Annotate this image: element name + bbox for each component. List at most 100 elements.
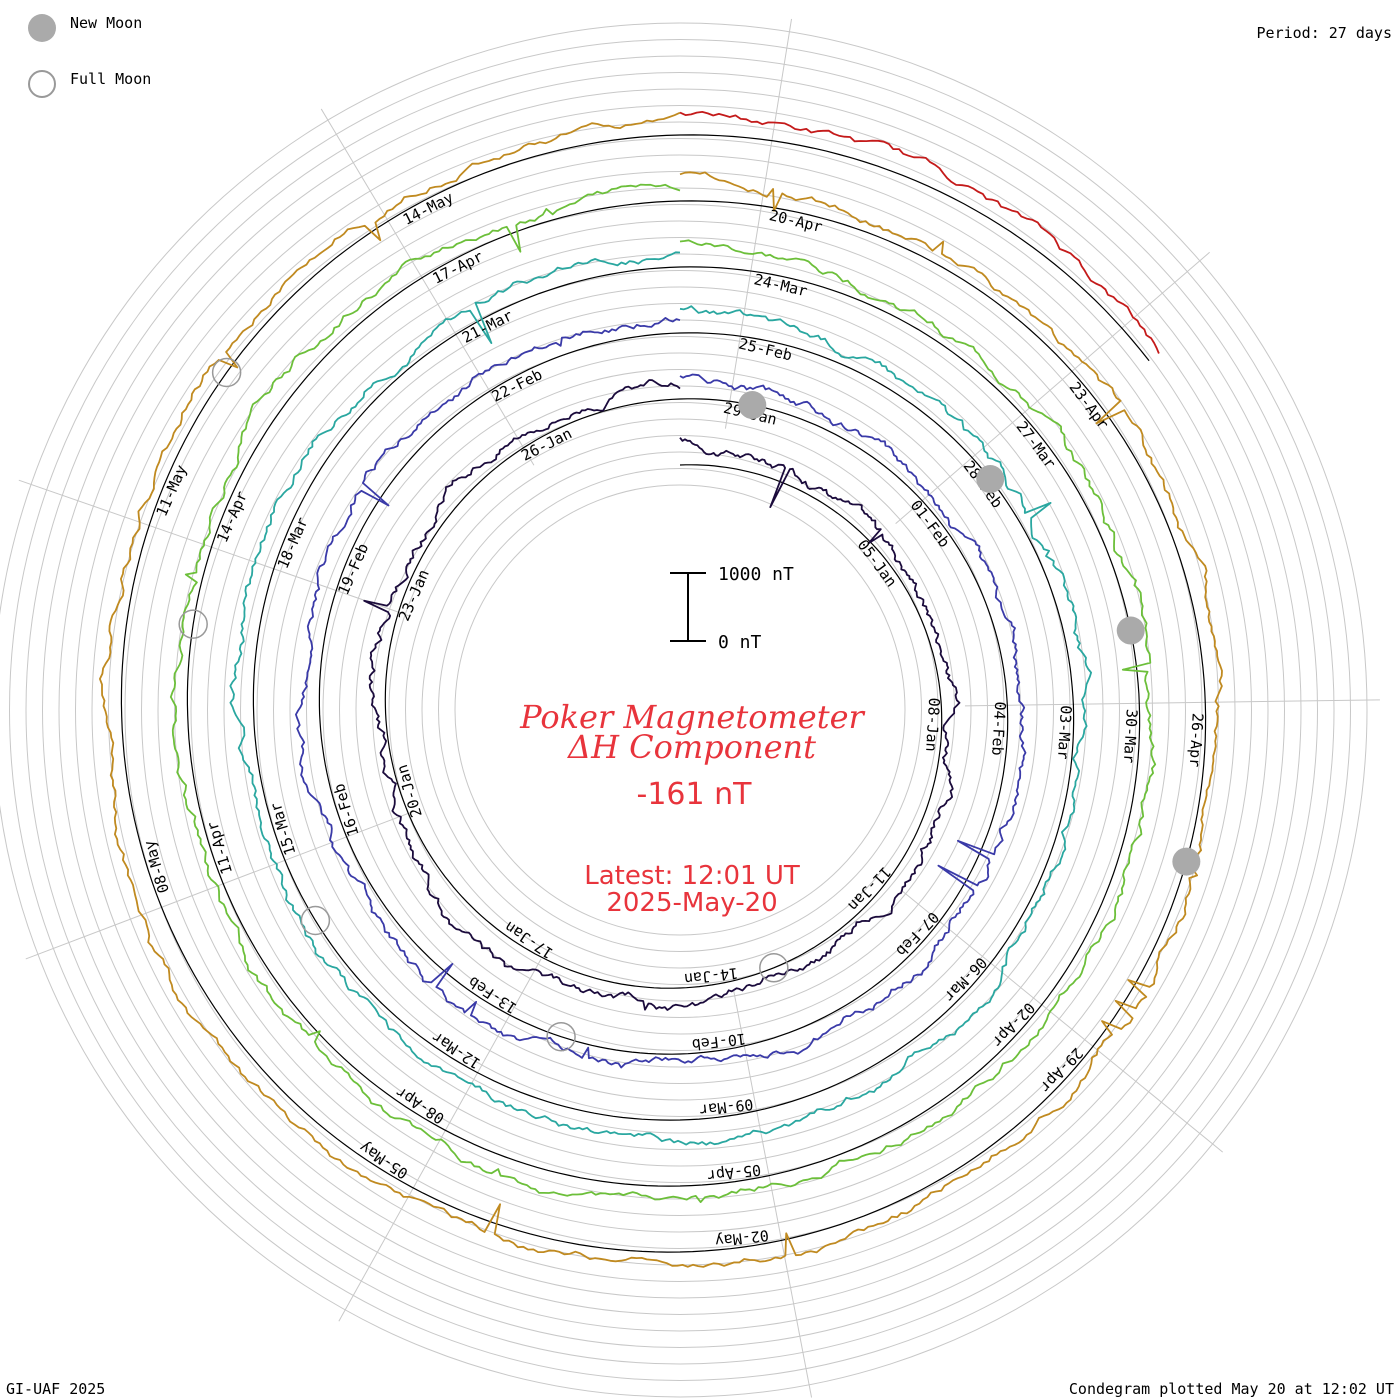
cycle-baseline bbox=[318, 332, 1009, 1055]
latest-time: Latest: 12:01 UT bbox=[584, 861, 800, 891]
date-label: 01-Feb bbox=[907, 497, 954, 551]
grid-ring bbox=[223, 253, 1137, 1167]
date-label: 20-Jan bbox=[393, 762, 426, 819]
full-moon-marker bbox=[546, 1021, 576, 1052]
current-value: -161 nT bbox=[637, 777, 753, 812]
series-line-cycle-4 bbox=[169, 183, 1157, 1203]
date-label: 15-Mar bbox=[267, 800, 300, 857]
scale-bottom-label: 0 nT bbox=[718, 632, 762, 653]
full-moon-marker bbox=[759, 953, 789, 983]
grid-ring bbox=[174, 204, 1186, 1216]
scale-bar: 1000 nT 0 nT bbox=[670, 564, 794, 653]
date-label: 23-Apr bbox=[1066, 378, 1113, 432]
date-label: 07-Feb bbox=[892, 908, 942, 960]
date-label: 25-Feb bbox=[737, 335, 794, 365]
radial-tick bbox=[18, 479, 411, 617]
chart-title: Poker Magnetometer bbox=[519, 698, 865, 736]
series-line-cycle-2 bbox=[295, 317, 1027, 1069]
radial-tick bbox=[320, 108, 535, 466]
grid-ring bbox=[75, 105, 1285, 1315]
full-moon-marker bbox=[300, 905, 331, 936]
full-moon-legend-label: Full Moon bbox=[70, 70, 152, 88]
date-label: 17-Apr bbox=[430, 247, 486, 287]
series-line-cycle-5 bbox=[99, 111, 1223, 1268]
grid-ring bbox=[306, 336, 1054, 1084]
cycle-baselines bbox=[120, 134, 1207, 1253]
date-label: 14-May bbox=[400, 188, 456, 228]
new-moon-legend-icon bbox=[28, 14, 56, 42]
date-label: 03-Mar bbox=[1054, 705, 1075, 760]
series-traces bbox=[99, 111, 1223, 1268]
cycle-baseline bbox=[679, 134, 1150, 362]
radial-tick bbox=[733, 989, 813, 1398]
date-label: 16-Feb bbox=[330, 781, 363, 838]
cycle-baseline bbox=[384, 398, 943, 989]
date-label: 23-Jan bbox=[395, 567, 433, 624]
chart-subtitle: ΔH Component bbox=[566, 728, 816, 766]
grid-ring bbox=[190, 220, 1170, 1200]
grid-ring bbox=[0, 22, 1368, 1398]
grid-ring bbox=[25, 55, 1335, 1365]
series-line-cycle-6 bbox=[679, 111, 1160, 354]
grid-ring bbox=[339, 369, 1021, 1051]
date-label: 08-Jan bbox=[922, 697, 943, 752]
grid-ring bbox=[438, 468, 922, 952]
date-label: 21-Mar bbox=[459, 306, 515, 346]
date-label: 22-Feb bbox=[489, 365, 545, 405]
date-label: 20-Apr bbox=[767, 206, 824, 236]
grid-ring bbox=[9, 39, 1351, 1381]
date-label: 02-May bbox=[714, 1226, 770, 1250]
date-label: 18-Mar bbox=[274, 514, 312, 571]
date-label: 30-Mar bbox=[1120, 709, 1141, 764]
date-label: 19-Feb bbox=[334, 541, 372, 598]
new-moon-legend-label: New Moon bbox=[70, 14, 143, 32]
full-moon-marker bbox=[178, 609, 208, 639]
series-line-cycle-1 bbox=[363, 379, 961, 1011]
date-label: 08-May bbox=[140, 838, 173, 895]
footer-plot-time: Condegram plotted May 20 at 12:02 UT bbox=[1068, 1380, 1394, 1398]
radial-tick bbox=[25, 810, 414, 960]
grid-ring bbox=[108, 138, 1252, 1282]
scale-top-label: 1000 nT bbox=[718, 564, 794, 585]
new-moon-marker bbox=[1116, 616, 1145, 645]
grid-ring bbox=[421, 451, 939, 969]
grid-ring bbox=[58, 88, 1302, 1332]
series-line-cycle-3 bbox=[229, 251, 1092, 1146]
grid-ring bbox=[157, 187, 1203, 1233]
full-moon-marker bbox=[211, 357, 242, 388]
latest-date: 2025-May-20 bbox=[606, 888, 777, 918]
cycle-baseline bbox=[186, 200, 1141, 1187]
grid-ring bbox=[141, 171, 1219, 1249]
full-moon-legend-icon bbox=[28, 70, 56, 98]
date-label: 24-Mar bbox=[752, 270, 809, 300]
grid-ring bbox=[256, 286, 1104, 1134]
date-label: 26-Jan bbox=[518, 424, 574, 464]
date-label: 26-Apr bbox=[1186, 713, 1207, 768]
date-label: 04-Feb bbox=[988, 701, 1009, 756]
grid-ring bbox=[240, 270, 1120, 1150]
date-label: 17-Jan bbox=[501, 918, 556, 963]
new-moon-marker bbox=[976, 465, 1005, 494]
footer-credit: GI-UAF 2025 bbox=[6, 1380, 106, 1398]
grid-ring bbox=[207, 237, 1153, 1183]
cycle-baseline bbox=[120, 134, 1207, 1253]
new-moon-marker bbox=[1172, 847, 1201, 876]
date-label: 29-Apr bbox=[1036, 1044, 1086, 1096]
grid-ring bbox=[322, 352, 1038, 1068]
new-moon-marker bbox=[738, 391, 767, 420]
grid-ring bbox=[355, 385, 1005, 1035]
cycle-baseline bbox=[252, 266, 1075, 1121]
grid-ring bbox=[372, 402, 988, 1018]
radial-tick bbox=[895, 251, 1210, 525]
radial-tick bbox=[964, 699, 1380, 707]
grid-ring bbox=[273, 303, 1087, 1117]
date-label: 08-Apr bbox=[392, 1083, 447, 1128]
grid-ring bbox=[454, 484, 906, 936]
radial-tick bbox=[900, 889, 1224, 1153]
ring-grid bbox=[0, 22, 1368, 1398]
radial-tick bbox=[724, 18, 793, 429]
period-label: Period: 27 days bbox=[1256, 24, 1392, 42]
date-label: 14-Apr bbox=[213, 488, 251, 545]
grid-ring bbox=[388, 418, 972, 1002]
